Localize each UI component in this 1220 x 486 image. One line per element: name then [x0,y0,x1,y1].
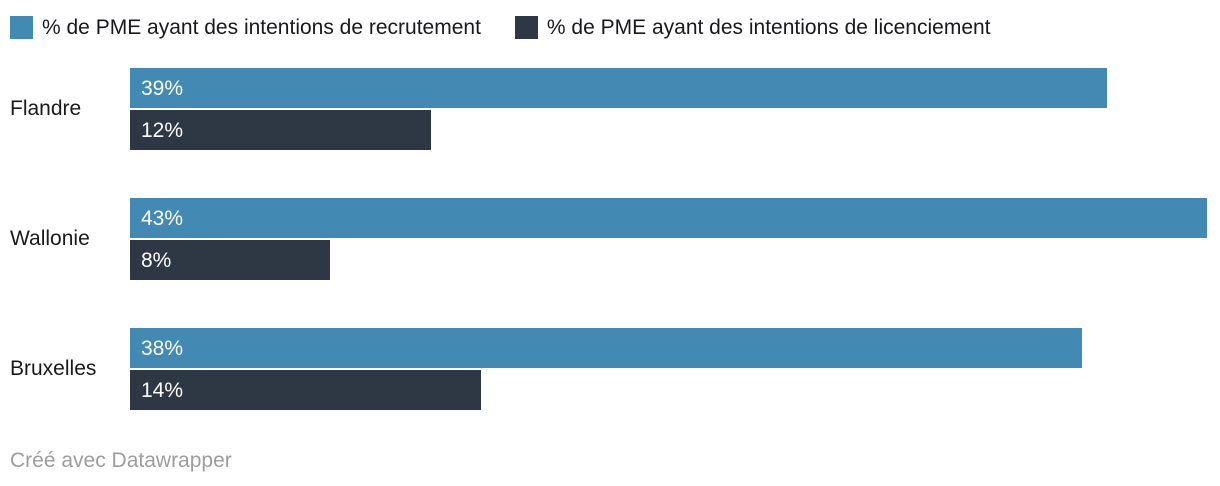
bars-container: 43% 8% [130,198,1207,280]
bar-value-label: 39% [141,76,184,100]
chart-plot-area: Flandre 39% 12% Wallonie 43% 8% Bruxelles 38% 14… [0,68,1220,458]
bar-group-flandre: Flandre 39% 12% [0,68,1220,150]
bar-value-label: 12% [141,118,184,142]
bar-value-label: 14% [141,378,184,402]
bar-series-1[interactable]: 12% [130,110,431,150]
category-label: Flandre [10,97,82,120]
legend-label-recrutement: % de PME ayant des intentions de recrute… [42,16,481,39]
bar-value-label: 38% [141,336,184,360]
legend: % de PME ayant des intentions de recrute… [10,16,991,39]
legend-swatch-recrutement-icon [10,16,33,39]
bar-value-label: 8% [141,248,172,272]
bar-series-1[interactable]: 14% [130,370,481,410]
legend-swatch-licenciement-icon [514,16,538,39]
bar-series-0[interactable]: 43% [130,198,1207,238]
legend-item-recrutement: % de PME ayant des intentions de recrute… [10,16,481,39]
bar-group-wallonie: Wallonie 43% 8% [0,198,1220,280]
legend-item-licenciement: % de PME ayant des intentions de licenci… [514,16,991,39]
category-label: Wallonie [10,227,90,250]
category-label: Bruxelles [10,357,97,380]
bar-series-1[interactable]: 8% [130,240,331,280]
datawrapper-attribution: Créé avec Datawrapper [10,449,232,472]
bar-series-0[interactable]: 38% [130,328,1082,368]
bars-container: 39% 12% [130,68,1207,150]
bar-value-label: 43% [141,206,184,230]
bar-group-bruxelles: Bruxelles 38% 14% [0,328,1220,410]
bars-container: 38% 14% [130,328,1207,410]
bar-series-0[interactable]: 39% [130,68,1107,108]
legend-label-licenciement: % de PME ayant des intentions de licenci… [546,16,991,39]
